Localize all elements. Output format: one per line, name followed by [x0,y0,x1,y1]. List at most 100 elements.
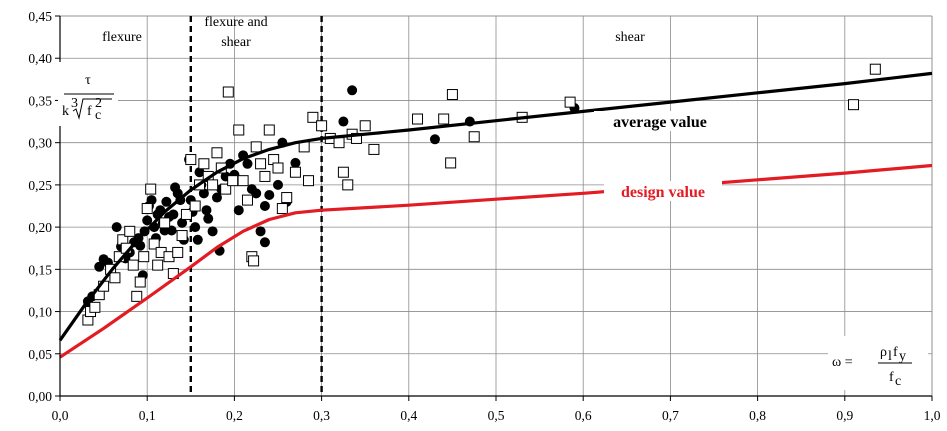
x-tick-label-3: 0,3 [313,408,330,423]
point-open-64 [438,113,450,125]
point-filled-14 [142,215,153,226]
curve-label-average-bg [594,111,726,131]
point-open-67 [468,131,480,143]
y-tick-label-7: 0,35 [28,93,52,108]
point-open-47 [272,162,284,174]
point-filled-36 [190,222,201,233]
y-tick-label-1: 0,05 [28,347,52,362]
x-label-lhs: ω = [832,355,853,370]
curve-label-design-bg [604,181,722,201]
point-open-10 [124,225,136,237]
point-open-61 [359,120,371,132]
x-label-fc-sub: c [895,374,901,389]
point-open-43 [255,158,267,170]
point-filled-55 [259,201,270,211]
point-filled-30 [177,217,188,228]
y-label-f-sup: 2 [95,96,102,111]
x-axis-label: ω = ρ l f y f c [828,336,928,390]
y-tick-label-8: 0,40 [28,51,52,66]
point-open-50 [289,166,301,178]
point-filled-63 [429,134,440,145]
point-filled-16 [146,195,157,206]
point-open-58 [342,179,354,191]
x-tick-label-7: 0,7 [662,408,679,423]
point-filled-11 [135,240,146,251]
region-label-shear: shear [615,30,645,45]
region-label-flexure-shear-line1: flexure and [204,15,267,30]
y-tick-label-6: 0,30 [28,136,52,151]
point-open-65 [446,89,458,101]
point-open-16 [145,183,157,195]
point-open-56 [333,137,345,149]
curve-label-design: design value [621,184,705,201]
point-open-36 [227,175,239,187]
x-tick-label-4: 0,4 [400,408,417,423]
point-filled-26 [168,209,179,220]
y-label-f: f [87,104,92,119]
x-label-fy: f [893,345,898,360]
point-open-66 [445,157,457,169]
point-open-26 [185,154,197,166]
x-label-fc: f [889,370,894,385]
point-open-18 [152,259,164,271]
point-open-38 [237,175,249,187]
point-open-6 [109,272,121,284]
y-label-tau: τ [85,73,91,88]
point-filled-23 [161,196,172,207]
x-label-rho-sub: l [888,349,892,364]
point-open-2 [89,301,101,313]
x-tick-label-2: 0,2 [226,408,243,423]
point-filled-43 [207,226,218,237]
point-open-54 [316,120,328,132]
point-open-20 [159,217,171,229]
point-open-45 [263,124,275,136]
y-tick-label-4: 0,20 [28,220,52,235]
point-open-29 [198,158,210,170]
x-tick-label-8: 0,8 [749,408,766,423]
point-open-42 [250,141,262,153]
point-open-11 [127,259,139,271]
point-open-53 [307,111,319,123]
point-filled-2 [94,261,105,272]
y-tick-label-2: 0,10 [28,305,52,320]
point-open-34 [220,183,232,195]
point-filled-61 [338,116,349,127]
point-filled-37 [192,234,203,245]
x-tick-label-6: 0,6 [575,408,592,423]
y-tick-label-5: 0,25 [28,178,52,193]
point-open-57 [337,166,349,178]
point-open-25 [180,208,192,220]
point-filled-41 [201,205,212,216]
region-label-flexure-shear-line2: shear [221,35,251,50]
point-open-69 [564,96,576,108]
x-tick-label-10: 1,0 [924,408,941,423]
point-open-12 [131,290,143,302]
point-open-31 [207,179,219,191]
data-points [82,63,881,326]
point-open-24 [176,230,188,242]
y-tick-label-0: 0,00 [28,389,52,404]
point-open-71 [869,63,881,75]
y-label-k: k [62,104,69,119]
point-filled-5 [111,222,122,233]
point-open-15 [141,203,153,215]
y-tick-label-3: 0,15 [28,262,52,277]
x-tick-label-1: 0,1 [139,408,156,423]
point-filled-54 [255,226,266,237]
y-label-root-index: 3 [71,96,78,111]
point-filled-67 [259,237,270,248]
point-open-17 [148,238,160,250]
region-label-flexure: flexure [102,30,142,45]
point-open-37 [233,124,245,136]
point-filled-51 [242,158,253,169]
point-open-41 [248,255,260,267]
point-open-27 [189,200,201,212]
point-open-52 [303,175,315,187]
point-open-62 [368,143,380,155]
y-tick-label-9: 0,45 [28,9,52,24]
point-open-32 [211,147,223,159]
point-open-39 [241,194,253,206]
point-open-13 [134,276,146,288]
x-label-fy-sub: y [899,349,906,364]
x-label-rho: ρ [880,345,887,360]
